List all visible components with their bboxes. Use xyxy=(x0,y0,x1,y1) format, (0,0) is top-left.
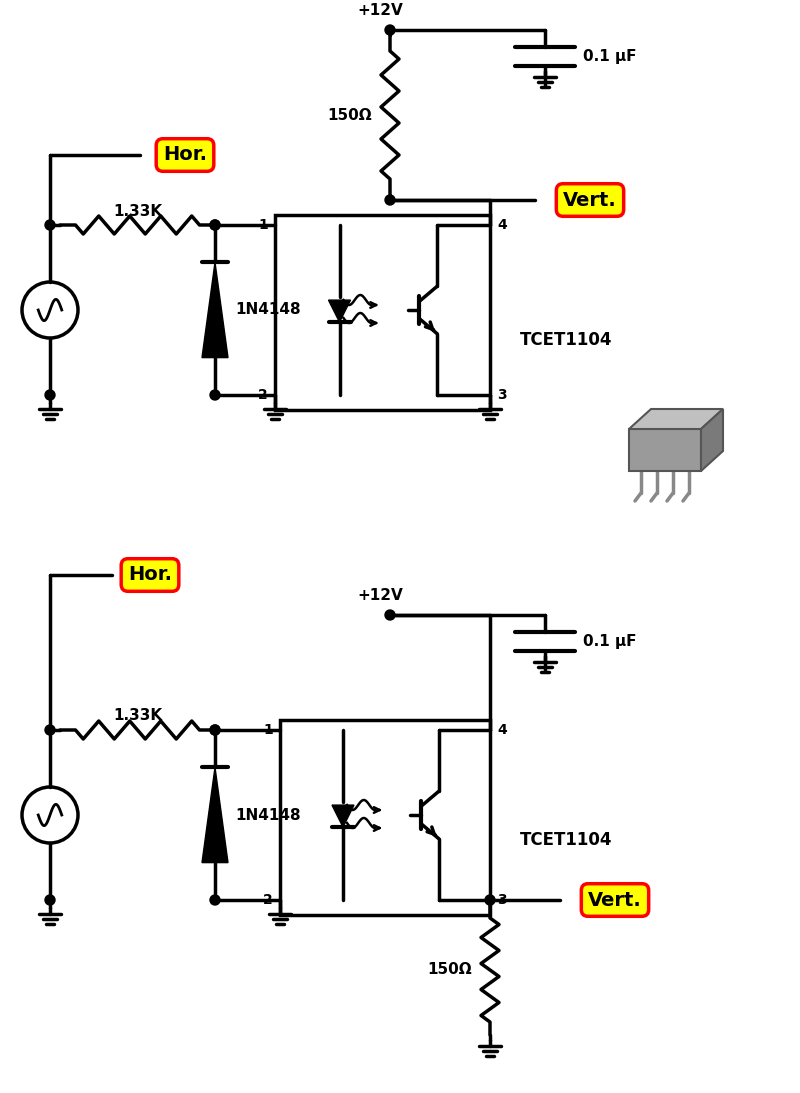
Polygon shape xyxy=(701,409,723,471)
Circle shape xyxy=(210,725,220,734)
Text: Vert.: Vert. xyxy=(563,190,617,210)
Polygon shape xyxy=(332,806,354,827)
Text: 3: 3 xyxy=(497,893,506,907)
Text: +12V: +12V xyxy=(357,3,403,17)
Text: 150Ω: 150Ω xyxy=(427,963,472,977)
Polygon shape xyxy=(629,409,723,428)
Text: TCET1104: TCET1104 xyxy=(520,831,613,849)
Text: +12V: +12V xyxy=(357,588,403,603)
Circle shape xyxy=(210,390,220,400)
Text: 1.33K: 1.33K xyxy=(113,203,162,219)
Text: Vert.: Vert. xyxy=(588,891,642,909)
Circle shape xyxy=(45,725,55,734)
Circle shape xyxy=(210,895,220,905)
Text: Hor.: Hor. xyxy=(128,565,172,585)
Circle shape xyxy=(210,725,220,734)
Text: 150Ω: 150Ω xyxy=(327,107,372,122)
Text: 1.33K: 1.33K xyxy=(113,708,162,724)
Polygon shape xyxy=(329,301,350,322)
Text: 0.1 μF: 0.1 μF xyxy=(583,634,637,648)
Text: 4: 4 xyxy=(497,218,506,232)
Circle shape xyxy=(210,220,220,230)
Text: 3: 3 xyxy=(497,388,506,402)
Polygon shape xyxy=(202,262,228,357)
Polygon shape xyxy=(202,767,228,862)
Circle shape xyxy=(45,895,55,905)
Circle shape xyxy=(385,25,395,35)
Circle shape xyxy=(45,220,55,230)
Text: TCET1104: TCET1104 xyxy=(520,331,613,349)
Text: 2: 2 xyxy=(258,388,268,402)
Bar xyxy=(275,215,490,410)
Circle shape xyxy=(210,220,220,230)
Circle shape xyxy=(385,195,395,205)
Text: 0.1 μF: 0.1 μF xyxy=(583,48,637,63)
Text: 4: 4 xyxy=(497,722,506,737)
Text: 1: 1 xyxy=(258,218,268,232)
Bar xyxy=(280,720,490,915)
Text: 1: 1 xyxy=(263,722,273,737)
Circle shape xyxy=(385,610,395,620)
Text: 1N4148: 1N4148 xyxy=(235,303,301,317)
Text: 1N4148: 1N4148 xyxy=(235,808,301,823)
Bar xyxy=(629,428,701,471)
Text: Hor.: Hor. xyxy=(163,145,207,165)
Text: 2: 2 xyxy=(263,893,273,907)
Circle shape xyxy=(485,895,495,905)
Circle shape xyxy=(45,390,55,400)
